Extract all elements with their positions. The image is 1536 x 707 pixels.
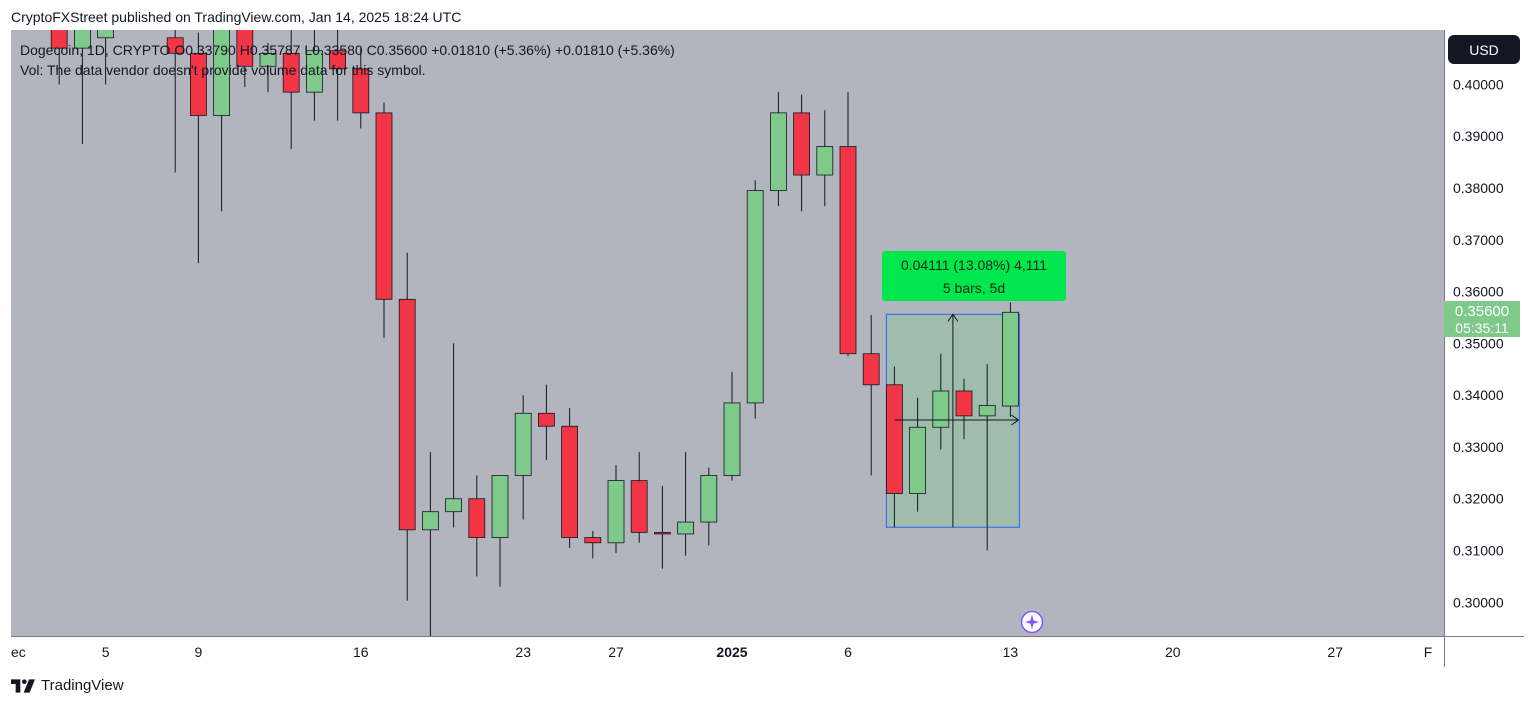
candle-body (305, 50, 323, 93)
candle-body (491, 475, 509, 538)
candle-body (97, 30, 114, 39)
tradingview-logo-icon (11, 678, 35, 693)
x-tick-label: 2025 (716, 644, 747, 660)
candle-body (74, 30, 91, 49)
candle-body (700, 475, 718, 523)
candle-body (723, 402, 741, 476)
candle-body (746, 190, 764, 404)
last-price: 0.35600 (1454, 303, 1510, 320)
publisher-line: CryptoFXStreet published on TradingView.… (11, 9, 462, 25)
y-tick-label: 0.39000 (1453, 128, 1504, 144)
y-tick-label: 0.38000 (1453, 180, 1504, 196)
measure-arrow-head-right (1011, 414, 1020, 426)
candle-body (955, 390, 973, 417)
y-tick-label: 0.33000 (1453, 439, 1504, 455)
candle-body (886, 384, 903, 494)
currency-button[interactable]: USD (1448, 35, 1520, 64)
candle-body (654, 532, 671, 535)
x-tick-label: F (1424, 644, 1433, 660)
x-tick-label: 20 (1165, 644, 1181, 660)
x-tick-label: 6 (844, 644, 852, 660)
y-tick-label: 0.35000 (1453, 335, 1504, 351)
candle-body (584, 537, 602, 544)
x-tick-label: 5 (102, 644, 110, 660)
footer-brand[interactable]: TradingView (11, 677, 124, 694)
candle-body (50, 30, 68, 49)
candle-body (677, 521, 694, 535)
y-tick-label: 0.30000 (1453, 594, 1504, 610)
candle-body (607, 480, 625, 544)
x-tick-label: 27 (1327, 644, 1343, 660)
candle-body (352, 68, 370, 114)
candle-body (862, 353, 880, 386)
candle-body (793, 112, 810, 176)
x-tick-label: 16 (353, 644, 369, 660)
candle-body (561, 425, 578, 538)
candle-body (213, 30, 231, 116)
ohlc-legend: Dogecoin, 1D, CRYPTO O0.33790 H0.35787 L… (20, 42, 675, 58)
candle-body (282, 52, 300, 93)
candle-body (375, 112, 393, 300)
candle-body (978, 405, 996, 417)
measure-arrow-head-up (947, 313, 959, 322)
measure-label: 0.04111 (13.08%) 4,111 5 bars, 5d (882, 251, 1066, 301)
x-tick-label: ec (11, 644, 26, 660)
x-tick-label: 9 (195, 644, 203, 660)
candle-body (329, 50, 347, 70)
candle-body (236, 30, 254, 67)
candle-body (816, 146, 834, 176)
candle-body (1002, 311, 1019, 407)
candle-body (932, 390, 950, 428)
y-tick-label: 0.34000 (1453, 387, 1504, 403)
measure-bars: 5 bars, 5d (942, 280, 1006, 296)
candle-body (398, 298, 416, 531)
candle-body (909, 426, 926, 494)
candle-body (468, 498, 486, 538)
y-tick-label: 0.40000 (1453, 76, 1504, 92)
candle-body (445, 498, 463, 513)
measure-change: 0.04111 (13.08%) 4,111 (900, 257, 1048, 273)
sparkle-icon[interactable] (1020, 610, 1044, 634)
candle-body (514, 412, 532, 476)
candle-body (259, 52, 277, 67)
chart-area[interactable]: 0.40000 0.39000 0.38000 0.37000 0.36000 0.350… (11, 30, 1524, 667)
candle-body (166, 37, 184, 54)
brand-name: TradingView (41, 677, 124, 694)
y-tick-label: 0.32000 (1453, 491, 1504, 507)
bar-countdown: 05:35:11 (1455, 320, 1509, 336)
plot-background (11, 30, 1444, 636)
y-tick-label: 0.36000 (1453, 284, 1504, 300)
symbol-legend: Dogecoin, 1D, CRYPTO O0.33790 H0.35787 L… (20, 40, 675, 80)
y-tick-label: 0.37000 (1453, 232, 1504, 248)
candlestick-chart[interactable]: 0.40000 0.39000 0.38000 0.37000 0.36000 0.350… (11, 30, 1524, 667)
x-tick-label: 13 (1003, 644, 1019, 660)
candle-body (421, 511, 439, 531)
candle-body (630, 480, 648, 533)
candle-body (839, 146, 857, 355)
x-tick-label: 23 (515, 644, 531, 660)
volume-note: Vol: The data vendor doesn't provide vol… (20, 62, 426, 78)
x-tick-label: 27 (608, 644, 624, 660)
candle-body (770, 112, 787, 191)
candle-body (538, 412, 555, 427)
candle-body (189, 52, 207, 116)
last-price-tag: 0.35600 05:35:11 (1444, 301, 1520, 337)
y-tick-label: 0.31000 (1453, 543, 1504, 559)
